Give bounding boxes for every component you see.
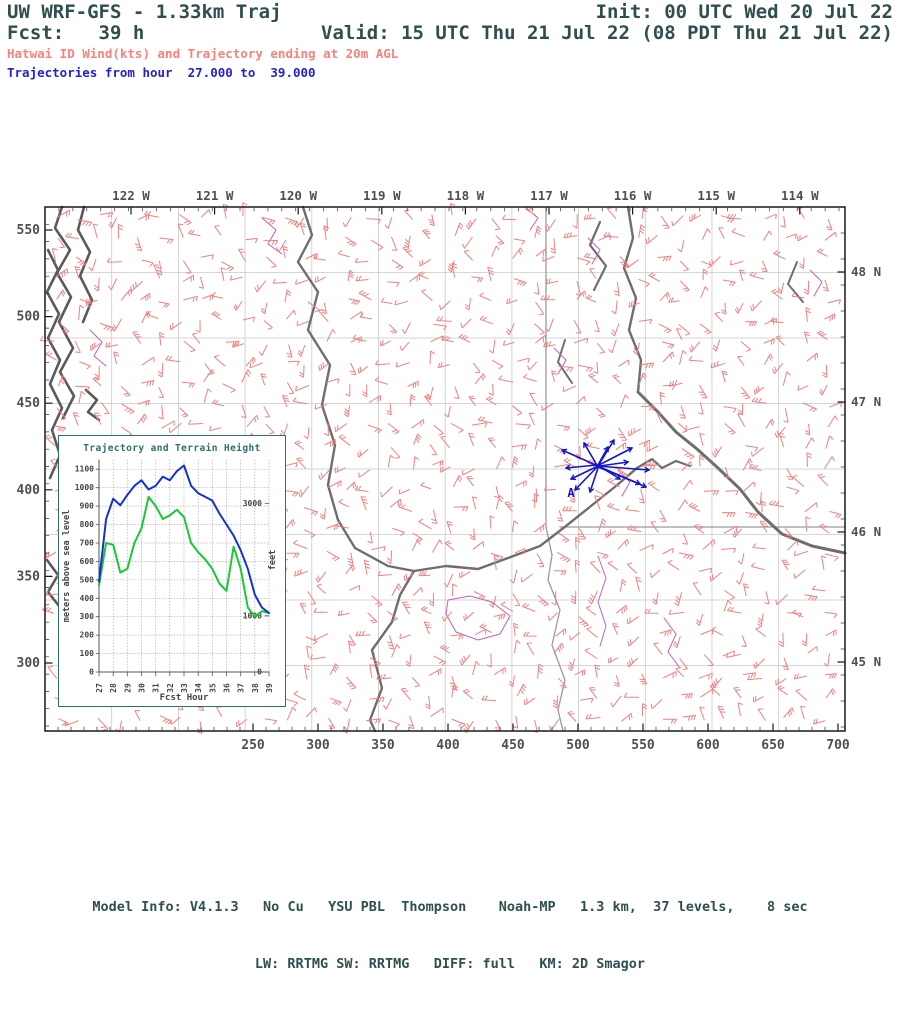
svg-text:122 W: 122 W [112, 188, 150, 203]
footer: Model Info: V4.1.3 No Cu YSU PBL Thompso… [0, 860, 900, 1012]
svg-text:400: 400 [436, 738, 460, 753]
svg-text:feet: feet [268, 550, 278, 570]
svg-text:100: 100 [80, 649, 95, 658]
svg-text:47 N: 47 N [851, 394, 881, 409]
svg-text:300: 300 [17, 656, 41, 671]
svg-text:700: 700 [80, 538, 95, 547]
svg-text:300: 300 [80, 612, 95, 621]
county-lines-layer [44, 206, 846, 732]
svg-text:450: 450 [501, 738, 525, 753]
svg-text:118 W: 118 W [447, 188, 485, 203]
model-title: UW WRF-GFS - 1.33km Traj [7, 1, 282, 23]
svg-text:31: 31 [152, 683, 161, 693]
svg-text:Fcst Hour: Fcst Hour [160, 693, 209, 703]
svg-text:116 W: 116 W [614, 188, 652, 203]
series-terrain_green [98, 495, 270, 618]
wind-subtitle: Hatwai ID Wind(kts) and Trajectory endin… [7, 46, 399, 61]
svg-text:29: 29 [123, 683, 132, 693]
svg-text:33: 33 [180, 683, 189, 693]
svg-text:46 N: 46 N [851, 524, 881, 539]
svg-text:600: 600 [80, 557, 95, 566]
svg-text:117 W: 117 W [530, 188, 568, 203]
plot-page: UW WRF-GFS - 1.33km Traj Init: 00 UTC We… [0, 2, 900, 973]
svg-text:200: 200 [80, 631, 95, 640]
svg-text:400: 400 [80, 594, 95, 603]
map-frame: 122 W 121 W 120 W 119 W 118 W 117 W 116 W 115 W… [17, 188, 882, 753]
trajectory-subtitle: Trajectories from hour 27.000 to 39.000 [7, 65, 316, 80]
model-info-line-2: LW: RRTMG SW: RRTMG DIFF: full KM: 2D Sm… [254, 956, 646, 972]
svg-text:37: 37 [237, 683, 246, 693]
svg-text:39: 39 [265, 683, 274, 693]
svg-text:30: 30 [138, 683, 147, 693]
svg-text:500: 500 [80, 575, 95, 584]
svg-text:35: 35 [208, 683, 217, 693]
inset-terrain-chart: 27 28 29 30 31 32 33 34 35 36 37 38 39 0 100 200 300 400 5… [58, 435, 286, 707]
header-line-2: Fcst: 39 h Valid: 15 UTC Thu 21 Jul 22 (… [0, 23, 900, 44]
svg-text:700: 700 [826, 738, 850, 753]
svg-text:250: 250 [241, 738, 265, 753]
svg-text:0: 0 [89, 668, 94, 677]
highway-lines-layer [89, 207, 823, 669]
svg-text:0: 0 [257, 668, 262, 677]
svg-text:500: 500 [566, 738, 590, 753]
svg-text:650: 650 [761, 738, 785, 753]
init-time: Init: 00 UTC Wed 20 Jul 22 [595, 1, 893, 23]
svg-text:800: 800 [80, 520, 95, 529]
svg-text:Trajectory and Terrain Height: Trajectory and Terrain Height [83, 443, 260, 454]
svg-text:119 W: 119 W [363, 188, 401, 203]
svg-text:550: 550 [17, 223, 41, 238]
series-height_blue [98, 464, 270, 614]
svg-text:450: 450 [17, 396, 41, 411]
forecast-hour: Fcst: 39 h [7, 22, 145, 44]
svg-text:115 W: 115 W [697, 188, 735, 203]
svg-text:36: 36 [223, 683, 232, 693]
svg-text:45 N: 45 N [851, 654, 881, 669]
svg-text:32: 32 [166, 683, 175, 693]
svg-text:28: 28 [109, 683, 118, 693]
svg-text:350: 350 [17, 569, 41, 584]
svg-text:1000: 1000 [243, 611, 262, 620]
terrain-chart-svg: 27 28 29 30 31 32 33 34 35 36 37 38 3901002003004005… [62, 443, 278, 703]
header-line-1: UW WRF-GFS - 1.33km Traj Init: 00 UTC We… [0, 2, 900, 23]
svg-text:120 W: 120 W [279, 188, 317, 203]
svg-text:3000: 3000 [243, 499, 262, 508]
svg-text:300: 300 [306, 738, 330, 753]
map-plot: 122 W 121 W 120 W 119 W 118 W 117 W 116 W 115 W… [17, 188, 882, 753]
svg-text:350: 350 [371, 738, 395, 753]
trajectory-layer: A [561, 439, 650, 500]
svg-text:550: 550 [631, 738, 655, 753]
svg-text:121 W: 121 W [196, 188, 234, 203]
svg-text:48 N: 48 N [851, 264, 881, 279]
svg-text:600: 600 [696, 738, 720, 753]
model-info-line-1: Model Info: V4.1.3 No Cu YSU PBL Thompso… [92, 899, 808, 915]
station-marker-A: A [567, 486, 575, 500]
valid-time: Valid: 15 UTC Thu 21 Jul 22 (08 PDT Thu … [321, 22, 893, 44]
svg-text:27: 27 [95, 683, 104, 693]
header: UW WRF-GFS - 1.33km Traj Init: 00 UTC We… [0, 2, 900, 82]
svg-text:38: 38 [251, 683, 260, 693]
svg-text:1100: 1100 [75, 465, 94, 474]
svg-text:500: 500 [17, 310, 41, 325]
svg-text:meters above sea level: meters above sea level [62, 510, 72, 623]
svg-text:114 W: 114 W [781, 188, 819, 203]
svg-text:1000: 1000 [75, 483, 94, 492]
svg-text:400: 400 [17, 483, 41, 498]
svg-text:34: 34 [194, 683, 203, 693]
svg-text:900: 900 [80, 502, 95, 511]
